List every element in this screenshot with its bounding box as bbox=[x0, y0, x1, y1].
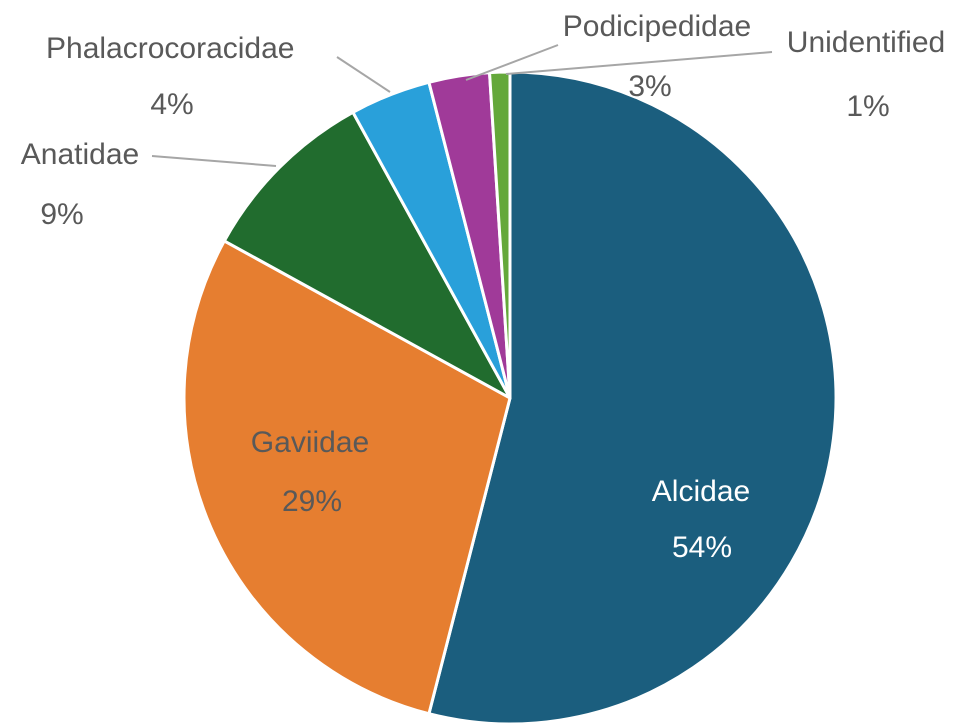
label-gaviidae-pct: 29% bbox=[281, 485, 343, 518]
label-anatidae: Anatidae bbox=[20, 138, 140, 171]
leader-phalacrocoracidae bbox=[336, 56, 391, 93]
leader-anatidae bbox=[151, 155, 277, 167]
label-phalacrocoracidae-pct: 4% bbox=[150, 88, 194, 121]
label-alcidae-pct: 54% bbox=[671, 531, 733, 564]
leader-unidentified bbox=[505, 51, 773, 75]
label-anatidae-pct: 9% bbox=[40, 198, 84, 231]
pie-slice-gaviidae bbox=[182, 239, 512, 716]
leader-podicipedidae bbox=[465, 44, 559, 81]
pie-slice-unidentified bbox=[488, 70, 512, 400]
label-gaviidae: Gaviidae bbox=[250, 426, 370, 459]
label-unidentified: Unidentified bbox=[786, 26, 946, 59]
label-alcidae: Alcidae bbox=[651, 475, 751, 508]
pie-slice-alcidae bbox=[427, 70, 838, 724]
label-phalacrocoracidae: Phalacrocoracidae bbox=[46, 32, 295, 65]
label-podicipedidae-pct: 3% bbox=[628, 70, 672, 103]
label-podicipedidae: Podicipedidae bbox=[562, 10, 752, 43]
pie-slice-anatidae bbox=[222, 110, 512, 400]
label-unidentified-pct: 1% bbox=[846, 90, 890, 123]
